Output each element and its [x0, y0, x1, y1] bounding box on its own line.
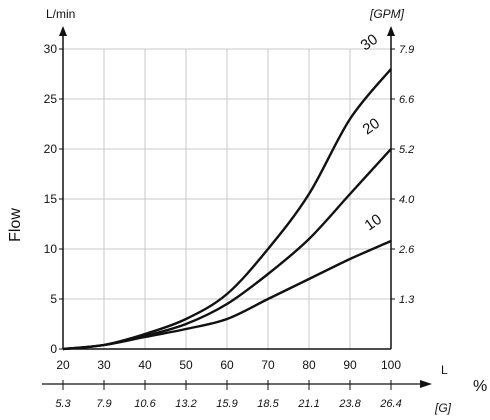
right-tick-label: 2.6 [398, 244, 415, 256]
left-tick-label: 25 [44, 92, 58, 106]
bottom-tick-label: 7.9 [96, 398, 111, 410]
x-tick-label: 90 [343, 358, 357, 372]
left-axis-unit: L/min [46, 7, 75, 21]
right-tick-label: 5.2 [399, 144, 414, 156]
left-tick-label: 20 [44, 142, 58, 156]
right-tick-label: 4.0 [399, 194, 415, 206]
x-tick-label: 80 [302, 358, 316, 372]
bottom-tick-label: 26.4 [379, 398, 401, 410]
right-axis-unit: [GPM] [369, 7, 405, 21]
right-axis-arrow [387, 26, 395, 36]
series-line-30 [62, 68, 392, 351]
left-axis-arrow [59, 26, 67, 36]
series-label-10: 10 [362, 211, 385, 234]
grid [62, 48, 392, 350]
x-percent-symbol: % [473, 378, 487, 395]
right-tick-label: 7.9 [399, 44, 414, 56]
left-tick-label: 10 [44, 242, 58, 256]
x-tick-label: 40 [138, 358, 152, 372]
right-tick-label: 6.6 [399, 94, 415, 106]
bottom-tick-label: 21.1 [297, 398, 319, 410]
axes [42, 26, 432, 390]
x-tick-label: 60 [220, 358, 234, 372]
x-tick-label: 100 [381, 358, 401, 372]
bottom-tick-label: 10.6 [134, 398, 156, 410]
x-tick-label: 70 [261, 358, 275, 372]
bottom-tick-label: 18.5 [257, 398, 279, 410]
bottom-tick-label: 13.2 [175, 398, 196, 410]
bottom-axis-unit: [G] [434, 401, 452, 415]
left-tick-label: 0 [50, 342, 57, 356]
tick-labels: 0 5 10 15 20 25 30 1.3 2.6 4.0 5.2 6.6 7.9 20 30 40 50 60… [44, 42, 416, 410]
left-tick-label: 15 [44, 192, 58, 206]
left-tick-label: 5 [50, 292, 57, 306]
x-tick-label: 30 [97, 358, 111, 372]
x-axis-unit: L [441, 363, 448, 377]
x-tick-label: 20 [56, 358, 70, 372]
bottom-tick-label: 5.3 [55, 398, 71, 410]
left-tick-label: 30 [44, 42, 58, 56]
right-tick-label: 1.3 [399, 294, 415, 306]
series-label-30: 30 [358, 31, 381, 54]
series-label-20: 20 [360, 115, 383, 138]
y-axis-label: Flow [7, 208, 24, 242]
x-tick-label: 50 [179, 358, 193, 372]
bottom-tick-label: 23.8 [338, 398, 361, 410]
series-lines: 10 20 30 [62, 31, 392, 351]
bottom-scale-arrow [420, 380, 432, 388]
bottom-tick-label: 15.9 [216, 398, 237, 410]
